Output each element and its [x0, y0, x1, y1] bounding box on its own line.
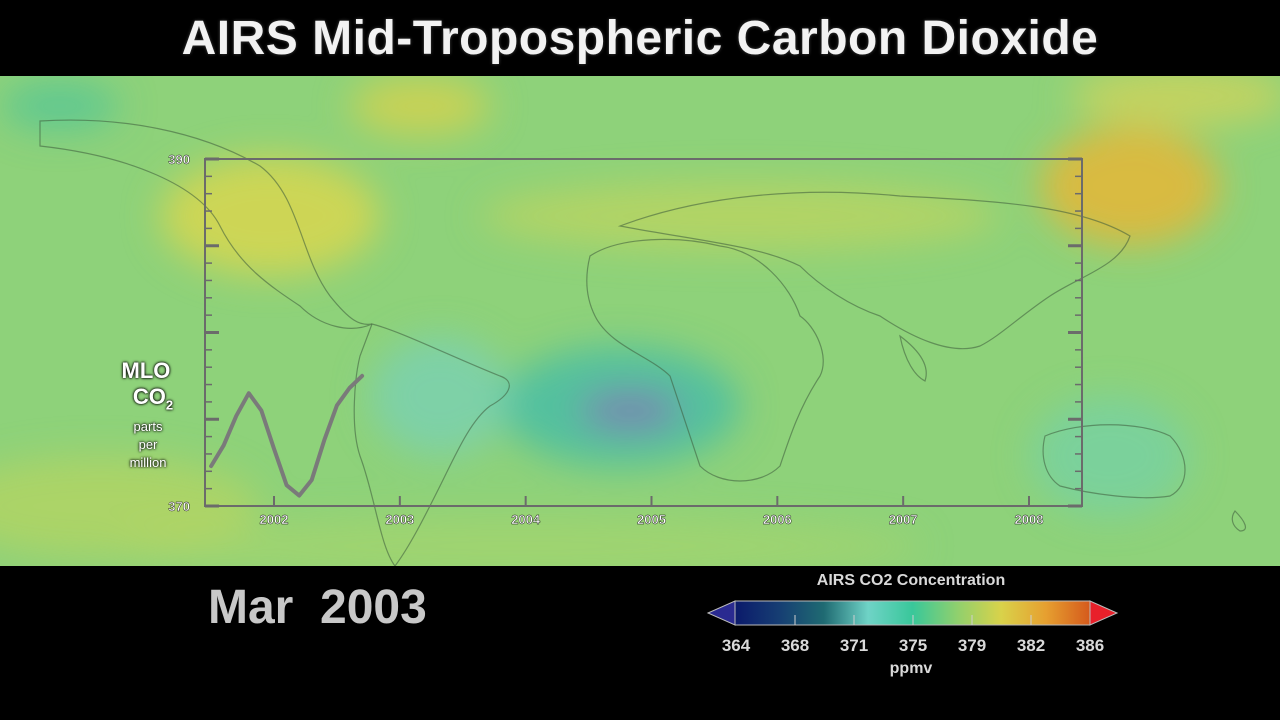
inset-plot-frame [204, 158, 1083, 507]
colorbar-ticks [794, 615, 1032, 625]
co2-field [0, 76, 1280, 566]
inset-x-ticks [273, 496, 1030, 506]
colorbar-tick-label: 375 [898, 636, 928, 655]
inset-y-tick-top: 390 [168, 152, 190, 167]
colorbar-tick-label: 364 [721, 636, 751, 655]
page-title: AIRS Mid-Tropospheric Carbon Dioxide [181, 11, 1099, 65]
inset-x-tick-label: 2004 [511, 512, 541, 527]
inset-x-tick-label: 2006 [763, 512, 792, 527]
colorbar-units: ppmv [889, 660, 933, 677]
inset-y-tick-bottom: 370 [168, 499, 190, 514]
colorbar-gradient [734, 600, 1091, 626]
inset-x-tick-label: 2007 [889, 512, 918, 527]
inset-x-tick-label: 2005 [637, 512, 666, 527]
colorbar-under-triangle [706, 600, 736, 626]
y-label-co2: CO2 [112, 384, 180, 418]
continent-outlines [39, 119, 1247, 566]
colorbar-title: AIRS CO2 Concentration [816, 572, 1006, 589]
co2-map: 390 370 2002 2003 2004 2005 2006 2007 2008 MLO… [0, 76, 1280, 566]
date-label: Mar 2003 [208, 581, 427, 634]
y-label-per: per [138, 437, 158, 453]
inset-y-axis-label: MLO CO2 parts per million [112, 358, 180, 472]
colorbar-over-triangle [1089, 600, 1119, 626]
colorbar-tick-label: 371 [839, 636, 869, 655]
y-label-million: million [129, 455, 167, 471]
colorbar-tick-label: 368 [780, 636, 810, 655]
inset-y-ticks-right [1068, 157, 1082, 508]
y-label-parts: parts [133, 419, 163, 435]
y-label-mlo: MLO [121, 358, 171, 383]
inset-x-tick-label: 2008 [1015, 512, 1044, 527]
colorbar-tick-label: 379 [957, 636, 987, 655]
inset-x-tick-label: 2003 [385, 512, 414, 527]
inset-x-tick-labels: 2002 2003 2004 2005 2006 2007 2008 [259, 512, 1044, 527]
inset-x-tick-label: 2002 [260, 512, 289, 527]
y-label-sub: 2 [165, 397, 174, 413]
y-label-co: CO [132, 384, 166, 409]
map-canvas [0, 76, 1280, 566]
colorbar-tick-label: 386 [1075, 636, 1105, 655]
inset-y-ticks-left [205, 157, 219, 508]
mlo-inset-chart: 390 370 2002 2003 2004 2005 2006 2007 2008 [168, 152, 1083, 527]
mlo-co2-series-line [209, 373, 365, 498]
colorbar-tick-label: 382 [1016, 636, 1046, 655]
